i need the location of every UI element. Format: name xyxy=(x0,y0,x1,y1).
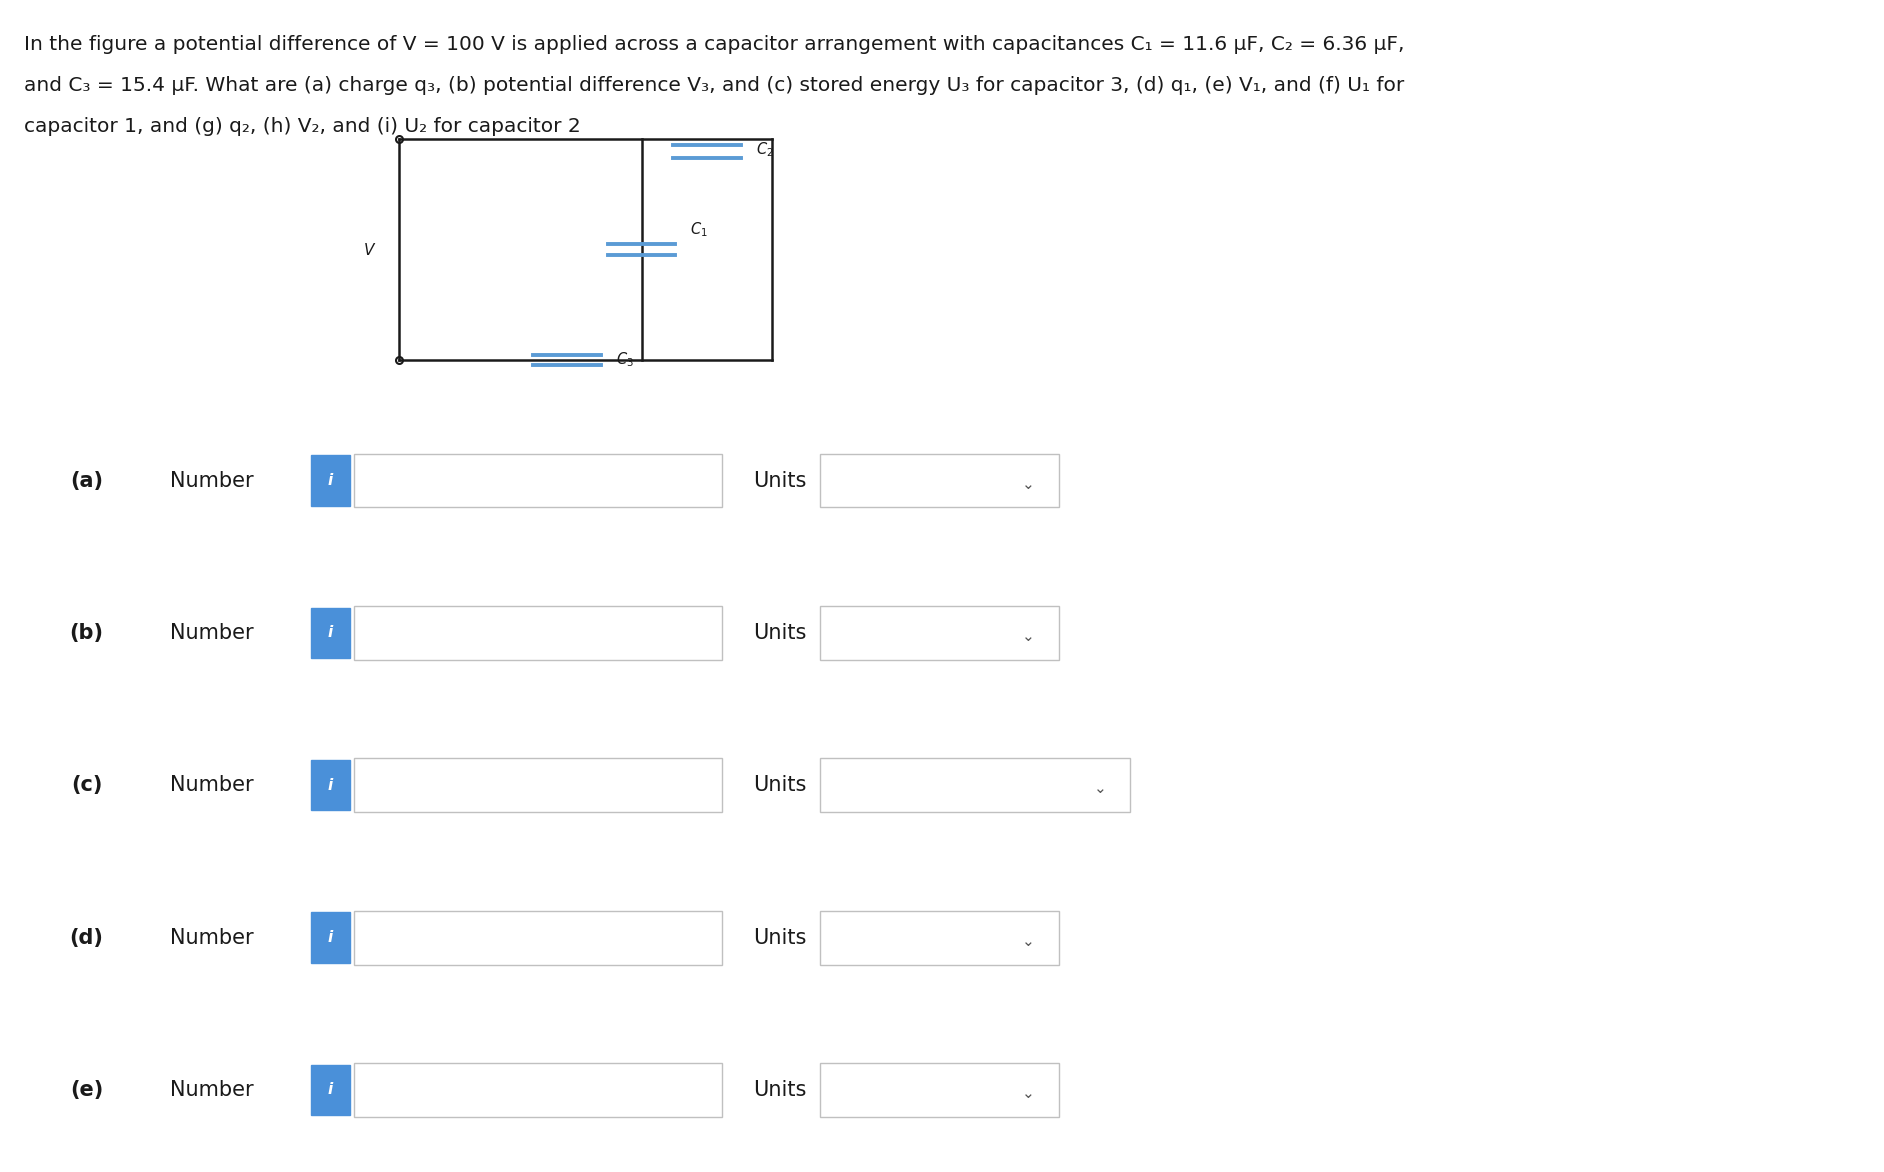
Text: $C_1$: $C_1$ xyxy=(691,220,708,239)
Text: Units: Units xyxy=(754,470,806,491)
FancyBboxPatch shape xyxy=(354,911,722,965)
Text: Number: Number xyxy=(170,470,252,491)
Text: i: i xyxy=(328,626,333,640)
Text: capacitor 1, and (g) q₂, (h) V₂, and (i) U₂ for capacitor 2: capacitor 1, and (g) q₂, (h) V₂, and (i)… xyxy=(24,117,582,136)
FancyBboxPatch shape xyxy=(820,606,1059,660)
Text: $V$: $V$ xyxy=(364,241,377,258)
FancyBboxPatch shape xyxy=(354,758,722,812)
FancyBboxPatch shape xyxy=(311,608,350,659)
Text: Units: Units xyxy=(754,927,806,948)
Text: Units: Units xyxy=(754,775,806,796)
FancyBboxPatch shape xyxy=(311,912,350,963)
FancyBboxPatch shape xyxy=(311,455,350,506)
Text: (c): (c) xyxy=(72,775,102,796)
FancyBboxPatch shape xyxy=(354,454,722,507)
Text: Units: Units xyxy=(754,622,806,643)
Text: In the figure a potential difference of V = 100 V is applied across a capacitor : In the figure a potential difference of … xyxy=(24,35,1405,54)
FancyBboxPatch shape xyxy=(354,606,722,660)
Text: ⌄: ⌄ xyxy=(1023,629,1034,643)
Text: ⌄: ⌄ xyxy=(1023,1086,1034,1101)
Text: ⌄: ⌄ xyxy=(1023,477,1034,491)
Text: (b): (b) xyxy=(70,622,104,643)
Text: (e): (e) xyxy=(70,1079,104,1101)
FancyBboxPatch shape xyxy=(820,758,1130,812)
FancyBboxPatch shape xyxy=(820,1063,1059,1117)
Text: Number: Number xyxy=(170,927,252,948)
Text: i: i xyxy=(328,778,333,792)
FancyBboxPatch shape xyxy=(820,911,1059,965)
FancyBboxPatch shape xyxy=(354,1063,722,1117)
Text: i: i xyxy=(328,1083,333,1097)
Text: and C₃ = 15.4 μF. What are (a) charge q₃, (b) potential difference V₃, and (c) s: and C₃ = 15.4 μF. What are (a) charge q₃… xyxy=(24,76,1405,95)
Text: $C_2$: $C_2$ xyxy=(755,141,774,159)
Text: (a): (a) xyxy=(70,470,104,491)
FancyBboxPatch shape xyxy=(311,1065,350,1116)
FancyBboxPatch shape xyxy=(820,454,1059,507)
Text: Number: Number xyxy=(170,1079,252,1101)
Text: i: i xyxy=(328,473,333,488)
Text: ⌄: ⌄ xyxy=(1023,934,1034,948)
Text: i: i xyxy=(328,931,333,945)
Text: $C_3$: $C_3$ xyxy=(616,350,635,369)
Text: (d): (d) xyxy=(70,927,104,948)
Text: Number: Number xyxy=(170,775,252,796)
Text: Units: Units xyxy=(754,1079,806,1101)
FancyBboxPatch shape xyxy=(311,761,350,811)
Text: Number: Number xyxy=(170,622,252,643)
Text: ⌄: ⌄ xyxy=(1095,782,1106,796)
